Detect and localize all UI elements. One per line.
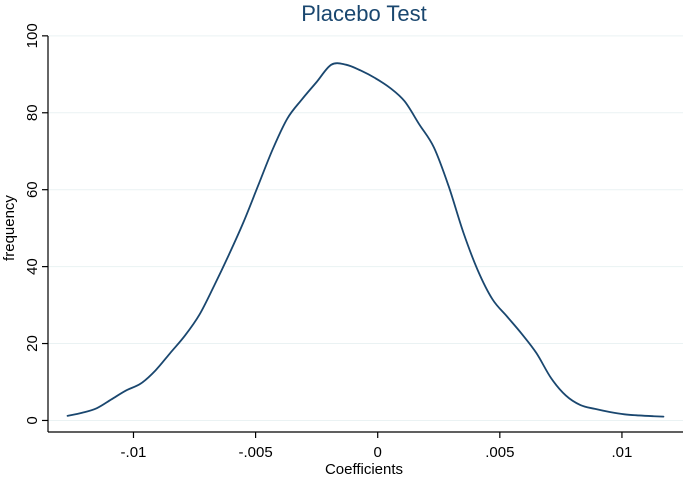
y-tick-label-80: 80 bbox=[24, 104, 41, 121]
x-tick-label-.01: .01 bbox=[612, 444, 633, 461]
y-tick-label-40: 40 bbox=[24, 258, 41, 275]
y-tick-label-60: 60 bbox=[24, 181, 41, 198]
x-tick-label-.005: .005 bbox=[485, 444, 514, 461]
y-tick-label-0: 0 bbox=[24, 416, 41, 424]
x-axis-title: Coefficients bbox=[325, 461, 403, 478]
x-tick-label--.005: -.005 bbox=[238, 444, 272, 461]
y-ticks: 0 20 40 60 80 100 bbox=[24, 23, 48, 425]
chart-title: Placebo Test bbox=[301, 1, 427, 26]
density-line-0 bbox=[66, 62, 665, 418]
x-tick-label-0: 0 bbox=[374, 444, 382, 461]
x-tick-label--.01: -.01 bbox=[121, 444, 147, 461]
x-ticks: -.01 -.005 0 .005 .01 bbox=[121, 432, 633, 461]
gridlines bbox=[48, 35, 683, 421]
series-layer bbox=[66, 62, 665, 418]
y-tick-label-100: 100 bbox=[24, 23, 41, 48]
y-tick-label-20: 20 bbox=[24, 335, 41, 352]
y-axis-title: frequency bbox=[1, 195, 18, 261]
